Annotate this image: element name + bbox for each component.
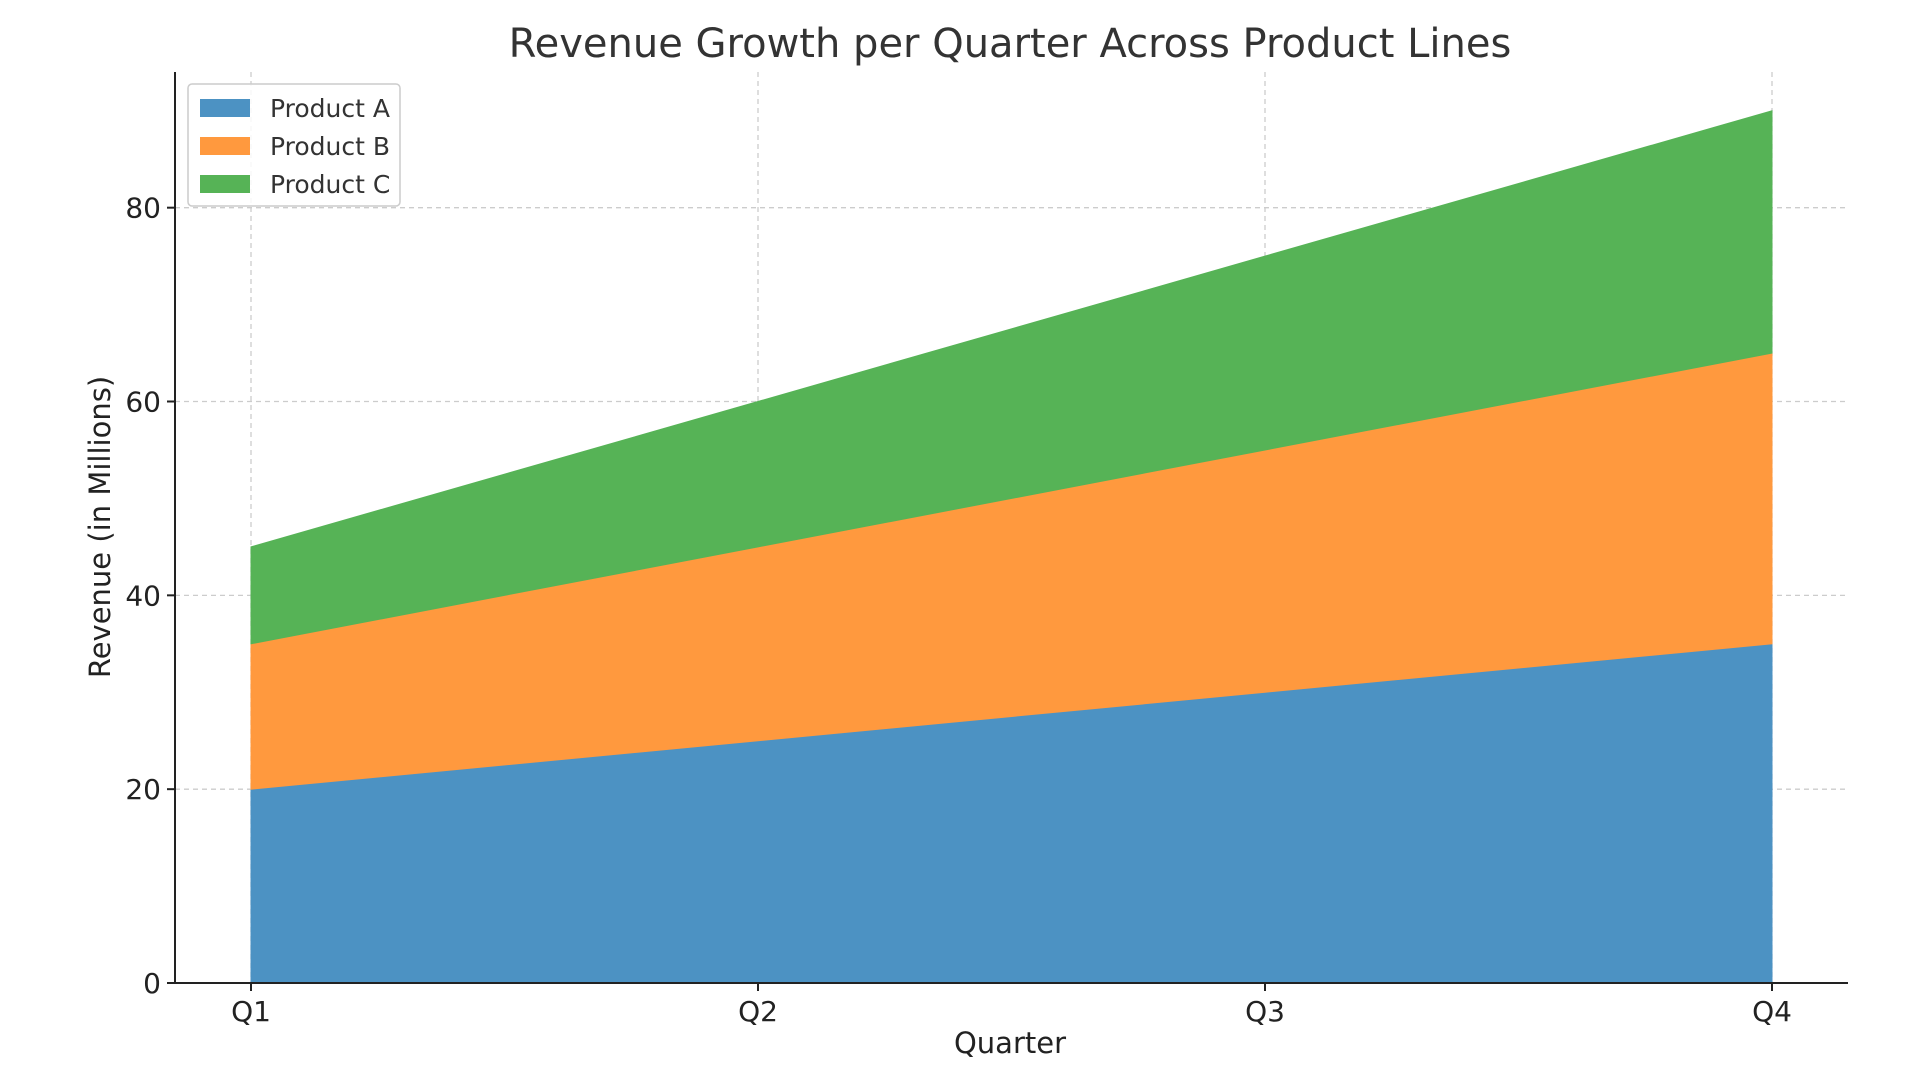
y-tick-label: 0 — [143, 967, 161, 1000]
x-tick-label: Q3 — [1245, 995, 1285, 1028]
legend-swatch — [200, 175, 250, 193]
x-axis-label: Quarter — [954, 1026, 1066, 1060]
chart-title: Revenue Growth per Quarter Across Produc… — [509, 21, 1512, 67]
area-series-3 — [250, 110, 1773, 645]
y-axis-label: Revenue (in Millions) — [83, 376, 117, 678]
legend-label: Product C — [270, 170, 390, 199]
legend-label: Product B — [270, 132, 390, 161]
legend-label: Product A — [270, 94, 390, 123]
legend-swatch — [200, 137, 250, 155]
x-tick-label: Q4 — [1752, 995, 1792, 1028]
y-tick-label: 40 — [125, 579, 161, 612]
legend-swatch — [200, 99, 250, 117]
y-tick-label: 60 — [125, 386, 161, 419]
series-areas — [250, 110, 1773, 984]
x-tick-label: Q2 — [738, 995, 778, 1028]
x-tick-label: Q1 — [231, 995, 271, 1028]
y-tick-label: 20 — [125, 773, 161, 806]
legend: Product A Product B Product C — [187, 83, 401, 207]
y-ticks: 0 20 40 60 80 — [125, 192, 175, 1000]
y-tick-label: 80 — [125, 192, 161, 225]
x-ticks: Q1 Q2 Q3 Q4 — [231, 983, 1792, 1028]
